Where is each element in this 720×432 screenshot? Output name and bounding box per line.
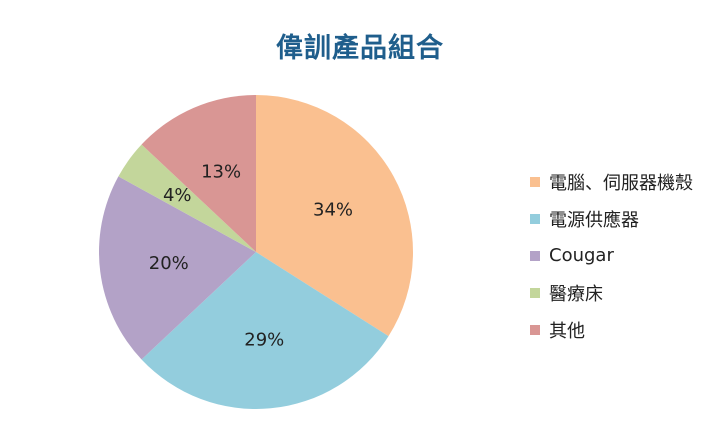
data-label: 13% <box>201 161 241 182</box>
legend-swatch <box>530 324 540 335</box>
legend-item: Cougar <box>530 237 693 274</box>
data-label: 29% <box>244 330 284 351</box>
legend-item: 電源供應器 <box>530 200 693 237</box>
legend-label: 其他 <box>549 320 585 342</box>
chart-title: 偉訓產品組合 <box>276 33 444 64</box>
legend-swatch <box>530 287 540 298</box>
legend-item: 醫療床 <box>530 274 693 311</box>
legend-label: Cougar <box>549 245 614 266</box>
legend-item: 其他 <box>530 311 693 348</box>
pie-slice <box>256 95 413 337</box>
legend: 電腦、伺服器機殼 電源供應器 Cougar 醫療床其他 <box>530 163 693 348</box>
data-label: 20% <box>149 253 189 274</box>
legend-label: 電腦、伺服器機殼 <box>549 172 693 194</box>
pie-slice <box>141 252 389 409</box>
legend-item: 電腦、伺服器機殼 <box>530 163 693 200</box>
legend-label: 醫療床 <box>549 283 603 305</box>
pie-slice <box>99 176 256 360</box>
data-label: 34% <box>313 200 353 221</box>
pie-slice <box>141 95 256 252</box>
legend-label: 電源供應器 <box>549 209 639 231</box>
pie-slice <box>118 144 256 252</box>
data-label: 4% <box>163 185 192 206</box>
legend-swatch <box>530 176 540 187</box>
legend-swatch <box>530 250 540 261</box>
legend-swatch <box>530 213 540 224</box>
